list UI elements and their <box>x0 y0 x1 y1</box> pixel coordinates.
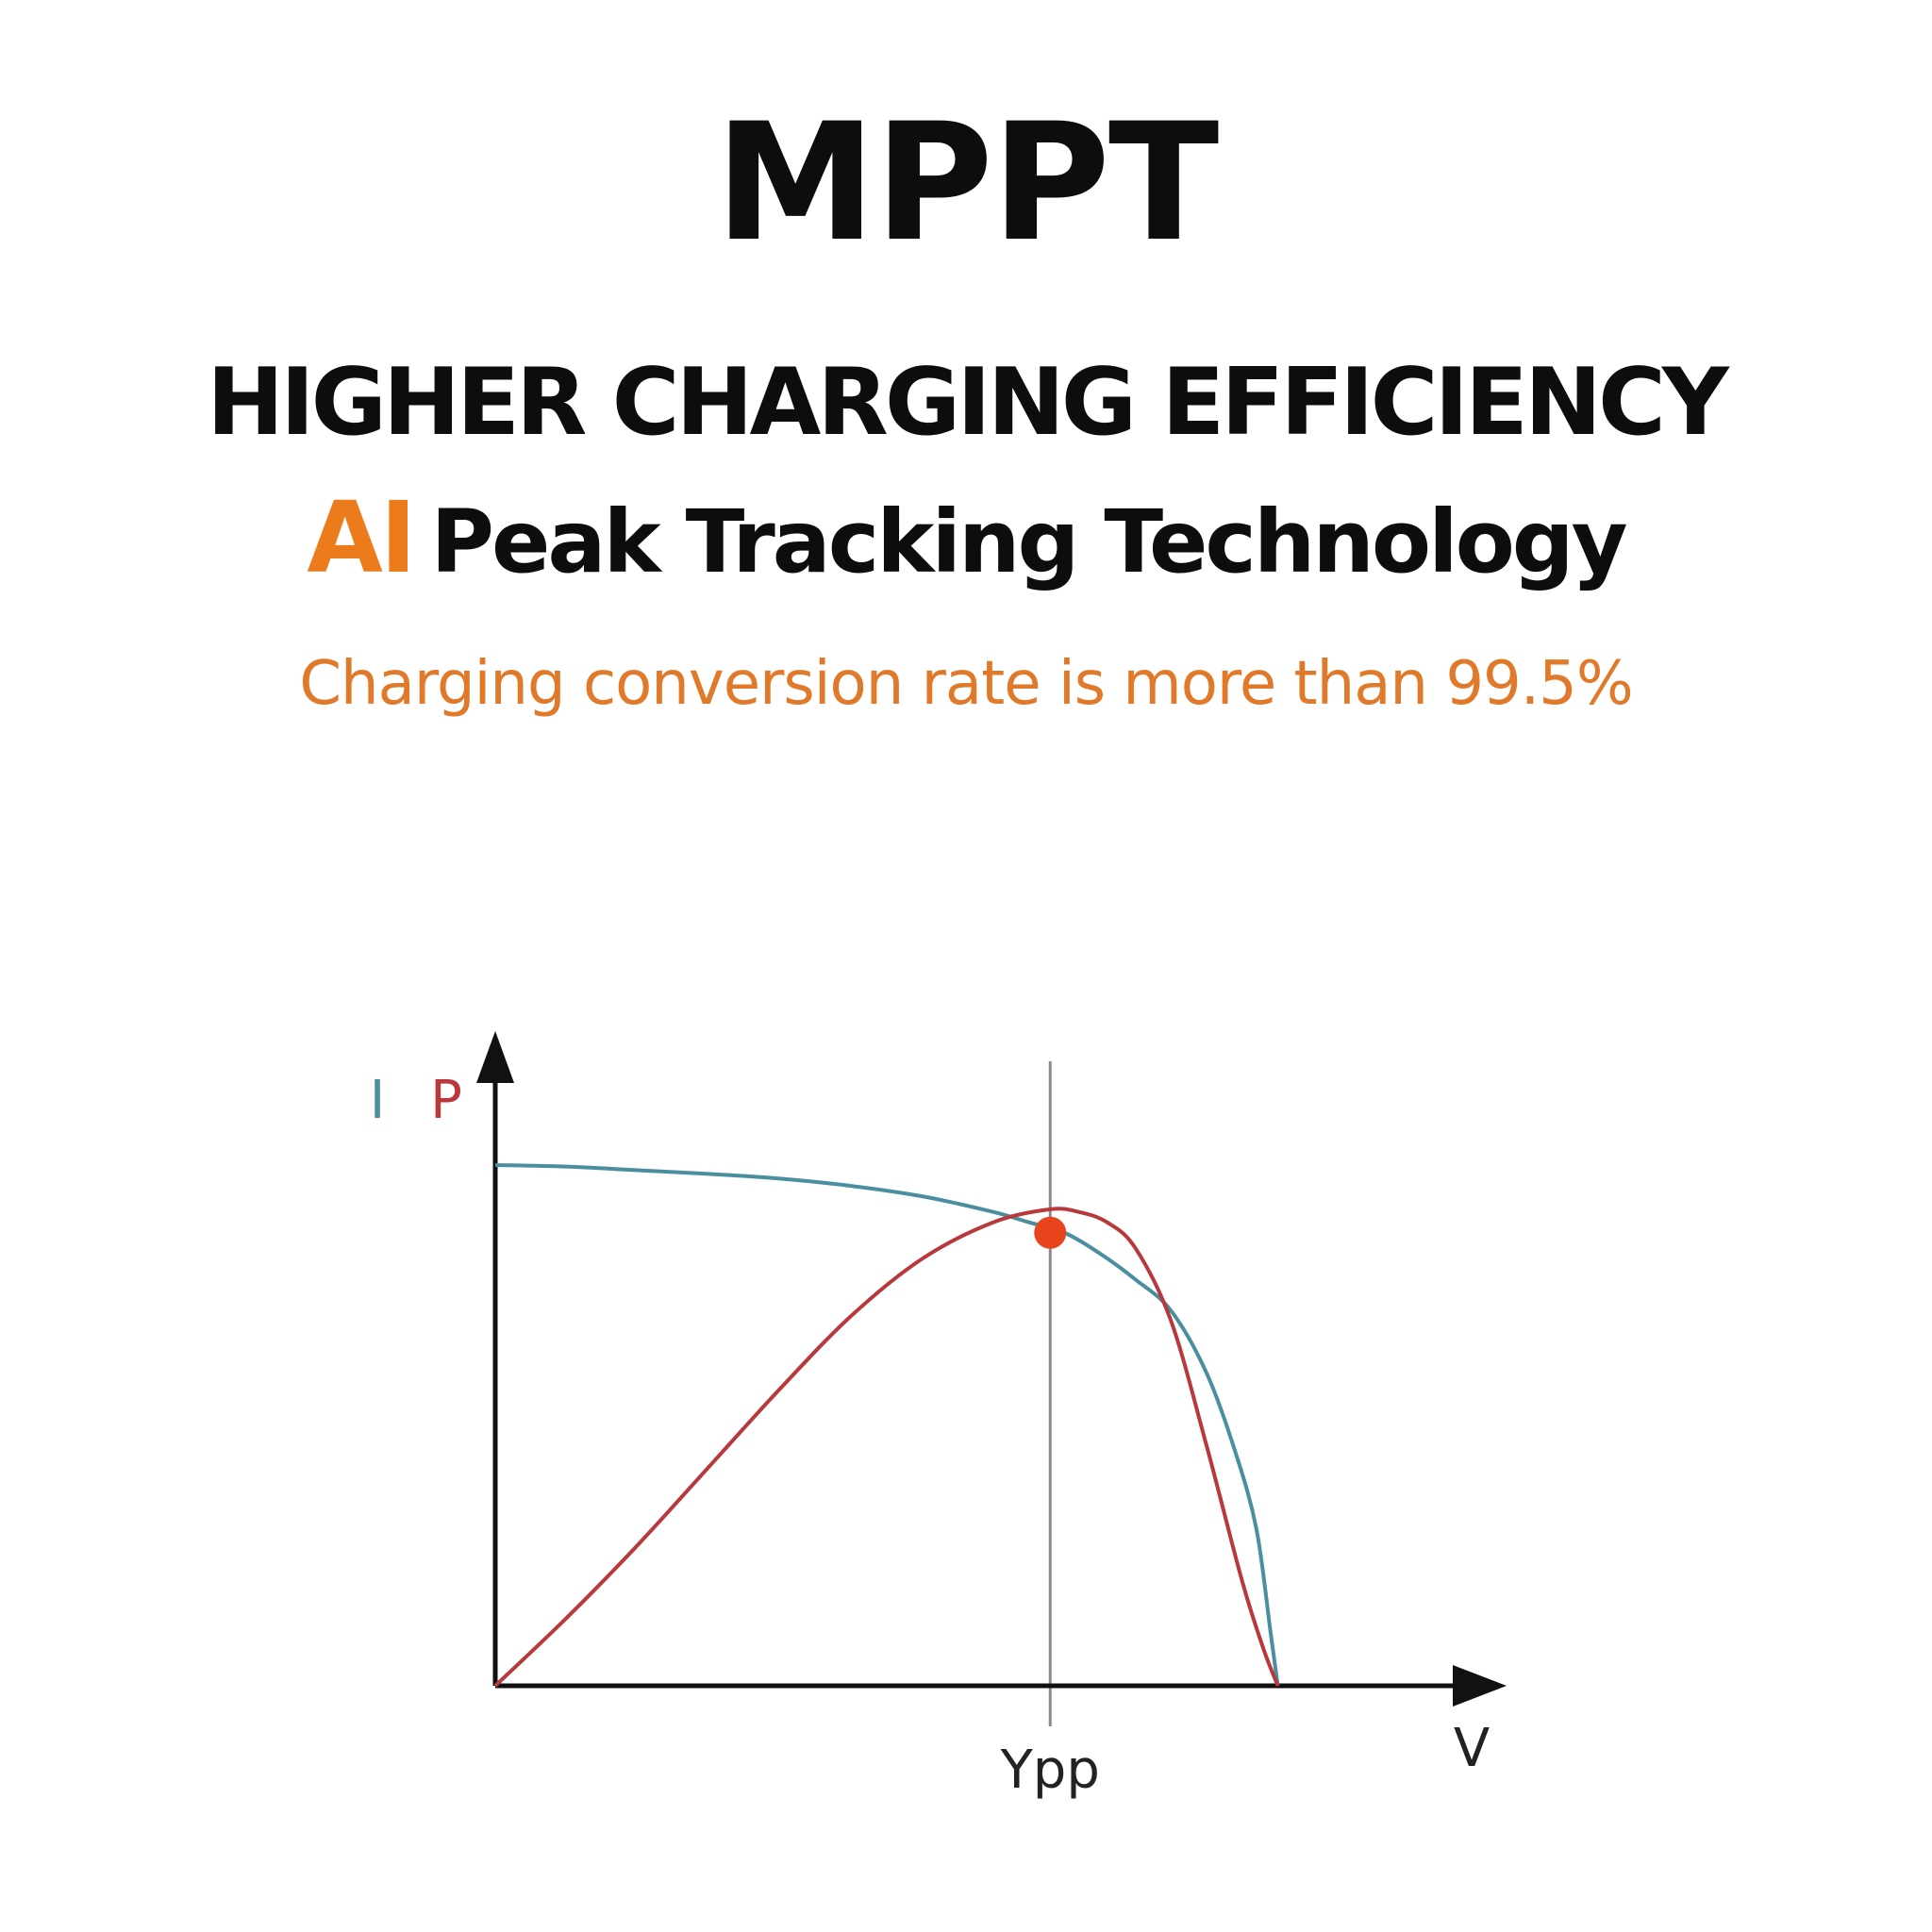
subheadline: AI Peak Tracking Technology <box>0 489 1932 587</box>
x-axis-arrow-icon <box>1453 1665 1507 1707</box>
page-title: MPPT <box>714 88 1220 277</box>
headline: HIGHER CHARGING EFFICIENCY <box>207 349 1729 457</box>
series-current-line <box>494 1163 1280 1687</box>
series-power-line <box>493 1207 1280 1688</box>
mpp-point <box>1034 1216 1067 1249</box>
x-axis-label: V <box>1454 1718 1490 1779</box>
x-tick-label: Ypp <box>1000 1740 1100 1801</box>
y-axis-arrow-icon <box>476 1031 514 1083</box>
y-axis-label-power: P <box>430 1070 462 1131</box>
y-axis-label-current: I <box>370 1070 386 1131</box>
ai-highlight: AI <box>307 480 416 595</box>
tagline: Charging conversion rate is more than 99… <box>299 649 1633 719</box>
subheadline-rest: Peak Tracking Technology <box>430 491 1628 592</box>
